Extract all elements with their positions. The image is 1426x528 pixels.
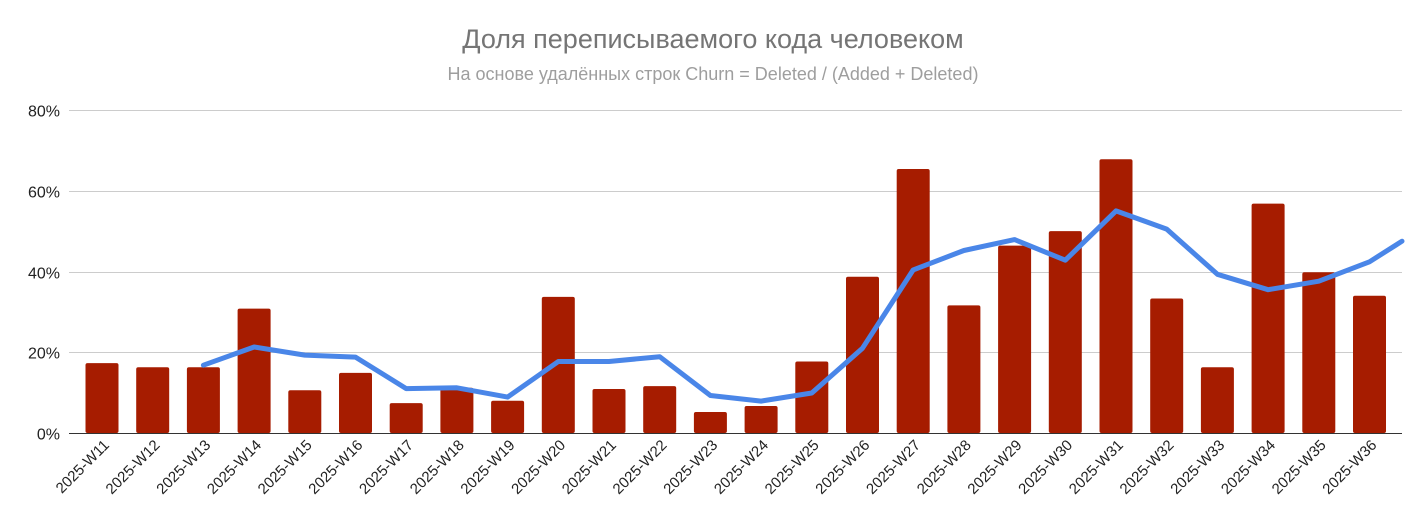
y-tick-label: 20% xyxy=(28,346,60,363)
x-tick-label: 2025-W22 xyxy=(610,437,671,498)
x-tick-label: 2025-W13 xyxy=(153,437,214,498)
bar xyxy=(136,367,170,433)
y-tick-label: 80% xyxy=(28,104,60,121)
x-tick-label: 2025-W24 xyxy=(711,437,772,498)
bar xyxy=(1048,231,1082,433)
x-tick-label: 2025-W28 xyxy=(914,437,975,498)
x-tick-label: 2025-W30 xyxy=(1015,437,1076,498)
y-tick-label: 60% xyxy=(28,185,60,202)
x-tick-label: 2025-W19 xyxy=(457,437,518,498)
bar xyxy=(643,386,677,433)
x-tick-label: 2025-W33 xyxy=(1167,437,1228,498)
bar xyxy=(1302,272,1336,433)
bar xyxy=(896,168,930,433)
bar xyxy=(998,245,1032,433)
line-series xyxy=(200,208,1405,404)
x-tick-label: 2025-W12 xyxy=(103,437,164,498)
x-tick-label: 2025-W27 xyxy=(863,437,924,498)
x-tick-label: 2025-W18 xyxy=(407,437,468,498)
x-tick-label: 2025-W15 xyxy=(255,437,316,498)
bar xyxy=(1099,159,1133,433)
bar xyxy=(339,372,372,433)
x-tick-label: 2025-W31 xyxy=(1066,437,1127,498)
x-tick-label: 2025-W17 xyxy=(356,437,417,498)
bar xyxy=(1150,298,1184,433)
y-tick-label: 40% xyxy=(28,266,60,283)
bar xyxy=(389,403,423,433)
bar xyxy=(795,361,829,433)
bar xyxy=(85,363,119,433)
bar xyxy=(744,405,778,433)
x-tick-label: 2025-W14 xyxy=(204,437,265,498)
bar xyxy=(947,305,981,433)
x-tick-label: 2025-W25 xyxy=(762,437,823,498)
bar xyxy=(1200,367,1234,433)
y-axis-ticks: 0% 20% 40% 60% 80% xyxy=(28,104,60,444)
x-tick-label: 2025-W26 xyxy=(812,437,873,498)
bar xyxy=(491,400,525,433)
chart-subtitle: На основе удалённых строк Churn = Delete… xyxy=(448,64,979,84)
bar xyxy=(541,296,575,433)
x-tick-label: 2025-W34 xyxy=(1218,437,1279,498)
bar xyxy=(846,276,879,433)
x-tick-label: 2025-W20 xyxy=(508,437,569,498)
bar-series xyxy=(85,159,1386,433)
x-tick-label: 2025-W29 xyxy=(964,437,1025,498)
bar xyxy=(1353,295,1386,433)
x-tick-label: 2025-W35 xyxy=(1269,437,1330,498)
bar xyxy=(186,367,220,433)
x-tick-label: 2025-W21 xyxy=(559,437,620,498)
bar xyxy=(1251,203,1285,433)
x-tick-label: 2025-W36 xyxy=(1319,437,1380,498)
bar xyxy=(592,388,626,433)
bar xyxy=(237,308,271,433)
bar xyxy=(693,412,727,433)
bar xyxy=(288,390,322,433)
x-axis-ticks: 2025-W112025-W122025-W132025-W142025-W15… xyxy=(53,437,1381,498)
x-tick-label: 2025-W16 xyxy=(305,437,366,498)
chart-title: Доля переписываемого кода человеком xyxy=(462,24,963,54)
line-path xyxy=(200,208,1405,404)
bar xyxy=(440,387,474,433)
y-tick-label: 0% xyxy=(37,427,60,444)
x-tick-label: 2025-W32 xyxy=(1117,437,1178,498)
x-tick-label: 2025-W23 xyxy=(660,437,721,498)
